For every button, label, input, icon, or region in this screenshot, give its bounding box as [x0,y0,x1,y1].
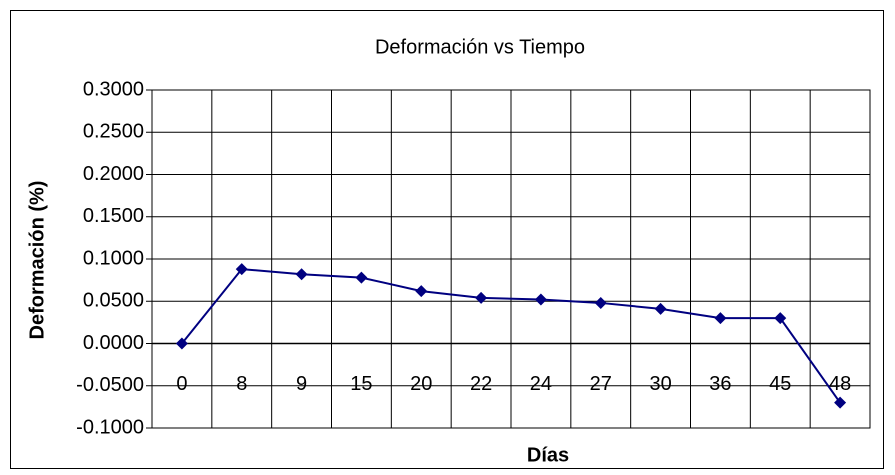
y-tick-label: 0.0500 [83,290,144,312]
x-tick-label: 24 [530,373,552,395]
marker [355,271,368,284]
y-tick-label: 0.3000 [83,78,144,100]
x-tick-label: 48 [829,373,851,395]
x-tick-label: 20 [410,373,432,395]
line [181,268,841,404]
x-tick-label: 22 [470,373,492,395]
marker [774,312,787,325]
x-tick-label: 0 [176,373,187,395]
x-tick-label: 30 [649,373,671,395]
y-axis-label: Deformación (%) [26,181,48,340]
x-tick-label: 15 [350,373,372,395]
x-axis-label: Días [527,444,569,466]
x-tick-label: 9 [296,373,307,395]
y-tick-label: -0.1000 [76,416,144,438]
y-tick-label: 0.1500 [83,205,144,227]
y-tick-label: 0.1000 [83,247,144,269]
marker [534,293,547,306]
chart-title: Deformación vs Tiempo [375,36,585,58]
marker [654,302,667,315]
x-tick-label: 45 [769,373,791,395]
y-tick-label: -0.0500 [76,374,144,396]
marker [475,291,488,304]
marker [415,285,428,298]
x-tick-label: 27 [590,373,612,395]
marker [594,296,607,309]
x-tick-label: 8 [236,373,247,395]
y-tick-label: 0.2000 [83,163,144,185]
marker [235,263,248,276]
marker [175,337,188,350]
marker [714,312,727,325]
marker [834,396,847,409]
marker [295,268,308,281]
y-tick-label: 0.0000 [83,332,144,354]
x-tick-label: 36 [709,373,731,395]
y-tick-label: 0.2500 [83,121,144,143]
